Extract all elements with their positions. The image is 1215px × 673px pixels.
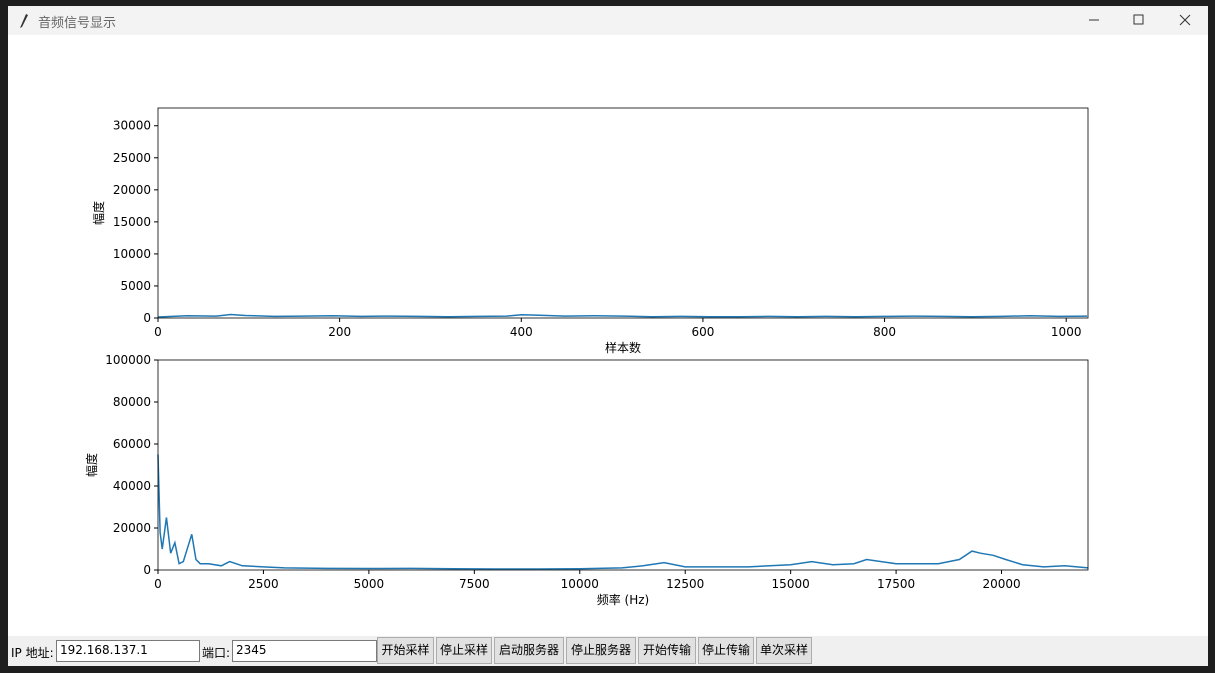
x-tick-label: 7500: [459, 577, 490, 591]
x-tick-label: 10000: [561, 577, 599, 591]
close[interactable]: [1179, 14, 1191, 26]
ip-label: IP 地址:: [11, 646, 54, 660]
x-tick-label: 5000: [354, 577, 385, 591]
y-tick-label: 40000: [113, 479, 151, 493]
control-bar: IP 地址: 192.168.137.1 端口: 2345 开始采样 停止采样 启动…: [8, 636, 1208, 666]
y-tick-label: 80000: [113, 395, 151, 409]
x-tick-label: 2500: [248, 577, 279, 591]
button[interactable]: 停止传输: [698, 637, 754, 664]
x-tick-label: 20000: [982, 577, 1020, 591]
x-tick-label: 0: [154, 325, 162, 339]
button[interactable]: 开始传输: [638, 637, 696, 664]
x-axis-label: 样本数: [605, 340, 641, 355]
data-line: [157, 313, 1088, 318]
y-tick-label: 5000: [120, 279, 151, 293]
y-axis-label: 幅度: [91, 201, 106, 225]
ip-input[interactable]: 192.168.137.1: [56, 640, 200, 662]
y-tick-label: 25000: [113, 151, 151, 165]
x-tick-label: 600: [691, 325, 714, 339]
y-tick-label: 20000: [113, 183, 151, 197]
x-tick-label: 1000: [1051, 325, 1082, 339]
maximize[interactable]: [1133, 14, 1144, 25]
button[interactable]: 启动服务器: [494, 637, 564, 664]
window: 音频信号显示 0 5000 10000 15000 20000 25000 30000 0 20…: [8, 6, 1208, 666]
button[interactable]: 停止服务器: [566, 637, 636, 664]
button[interactable]: 停止采样: [436, 637, 492, 664]
x-tick-label: 800: [873, 325, 896, 339]
y-tick-label: 30000: [113, 119, 151, 133]
y-tick-label: 20000: [113, 521, 151, 535]
y-tick-label: 0: [143, 311, 151, 325]
axes-frame: [157, 359, 1089, 571]
title-bar: 音频信号显示: [8, 6, 1208, 35]
x-axis-label: 频率 (Hz): [597, 592, 650, 607]
x-tick-label: 12500: [666, 577, 704, 591]
button[interactable]: 开始采样: [377, 637, 434, 664]
y-tick-label: 60000: [113, 437, 151, 451]
y-tick-label: 15000: [113, 215, 151, 229]
x-tick-label: 0: [154, 577, 162, 591]
x-tick-label: 17500: [877, 577, 915, 591]
button[interactable]: 单次采样: [756, 637, 812, 664]
data-line: [157, 454, 1089, 570]
port-input[interactable]: 2345: [232, 640, 377, 662]
window-title: 音频信号显示: [38, 16, 117, 31]
title-icons: [20, 14, 1191, 28]
y-tick-label: 100000: [105, 353, 151, 367]
y-tick-label: 10000: [113, 247, 151, 261]
port-label: 端口:: [202, 646, 231, 660]
x-tick-label: 200: [328, 325, 351, 339]
axes-frame: [157, 107, 1089, 319]
app-icon: [20, 14, 28, 28]
y-axis-label: 幅度: [84, 453, 99, 477]
x-tick-label: 400: [510, 325, 533, 339]
y-tick-label: 0: [143, 563, 151, 577]
x-tick-label: 15000: [772, 577, 810, 591]
